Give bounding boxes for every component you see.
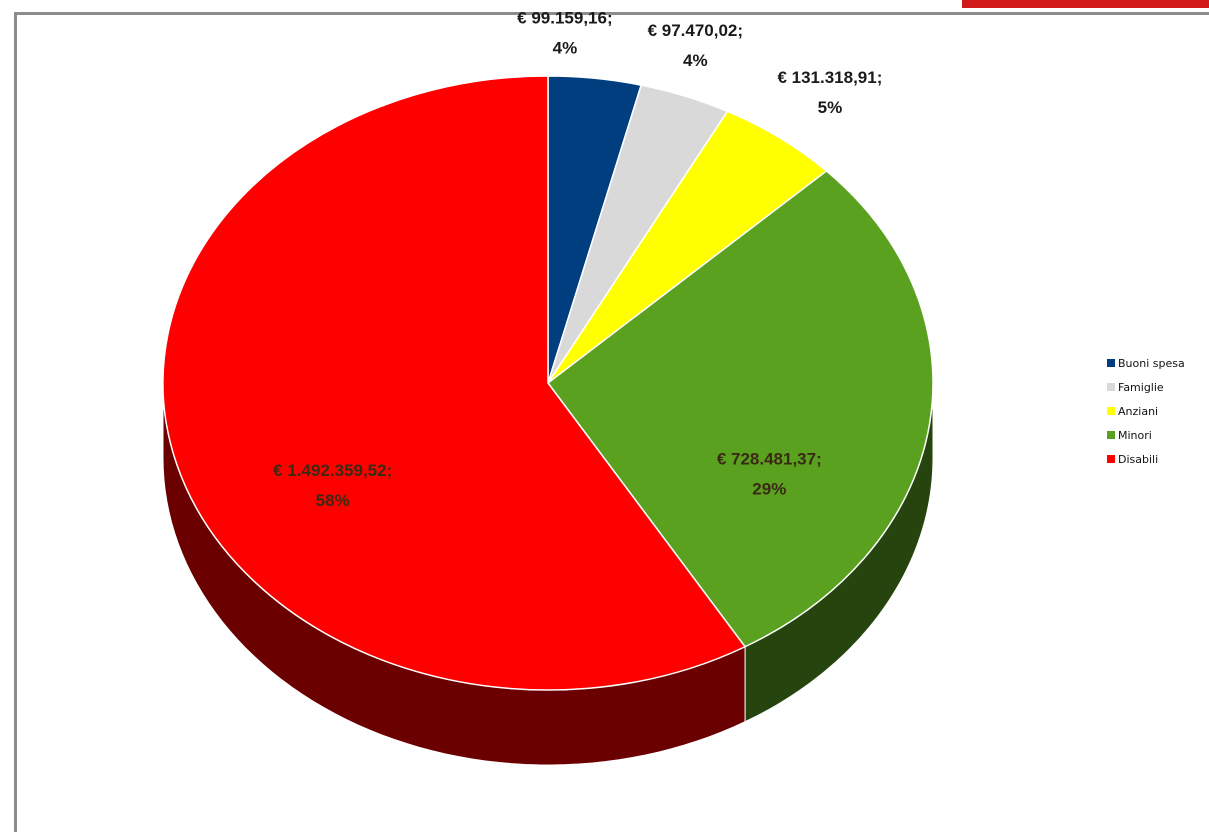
legend-swatch — [1107, 455, 1115, 463]
legend-label: Famiglie — [1118, 380, 1164, 394]
data-label-disabili: € 1.492.359,52; 58% — [273, 461, 392, 510]
data-label-anziani: € 131.318,91; 5% — [777, 68, 882, 117]
legend-item-anziani: Anziani — [1107, 399, 1185, 423]
data-label-famiglie: € 97.470,02; 4% — [648, 21, 743, 70]
legend-swatch — [1107, 431, 1115, 439]
legend-swatch — [1107, 407, 1115, 415]
legend-item-disabili: Disabili — [1107, 447, 1185, 471]
pie-slices — [162, 75, 934, 691]
legend-label: Minori — [1118, 428, 1152, 442]
legend-item-minori: Minori — [1107, 423, 1185, 447]
legend-swatch — [1107, 383, 1115, 391]
header-accent-bar — [962, 0, 1209, 8]
legend: Buoni spesa Famiglie Anziani Minori Disa… — [1107, 351, 1185, 471]
legend-label: Buoni spesa — [1118, 356, 1185, 370]
pie-slice-minori — [546, 170, 934, 648]
data-label-minori: € 728.481,37; 29% — [717, 450, 822, 499]
legend-label: Anziani — [1118, 404, 1159, 418]
legend-item-famiglie: Famiglie — [1107, 375, 1185, 399]
data-labels: € 99.159,16; 4% € 97.470,02; 4% € 131.318,91… — [273, 8, 882, 510]
legend-swatch — [1107, 359, 1115, 367]
data-label-buoni-spesa: € 99.159,16; 4% — [517, 8, 612, 57]
legend-label: Disabili — [1118, 452, 1159, 466]
pie-slice-disabili — [162, 75, 747, 691]
legend-item-buoni-spesa: Buoni spesa — [1107, 351, 1185, 375]
